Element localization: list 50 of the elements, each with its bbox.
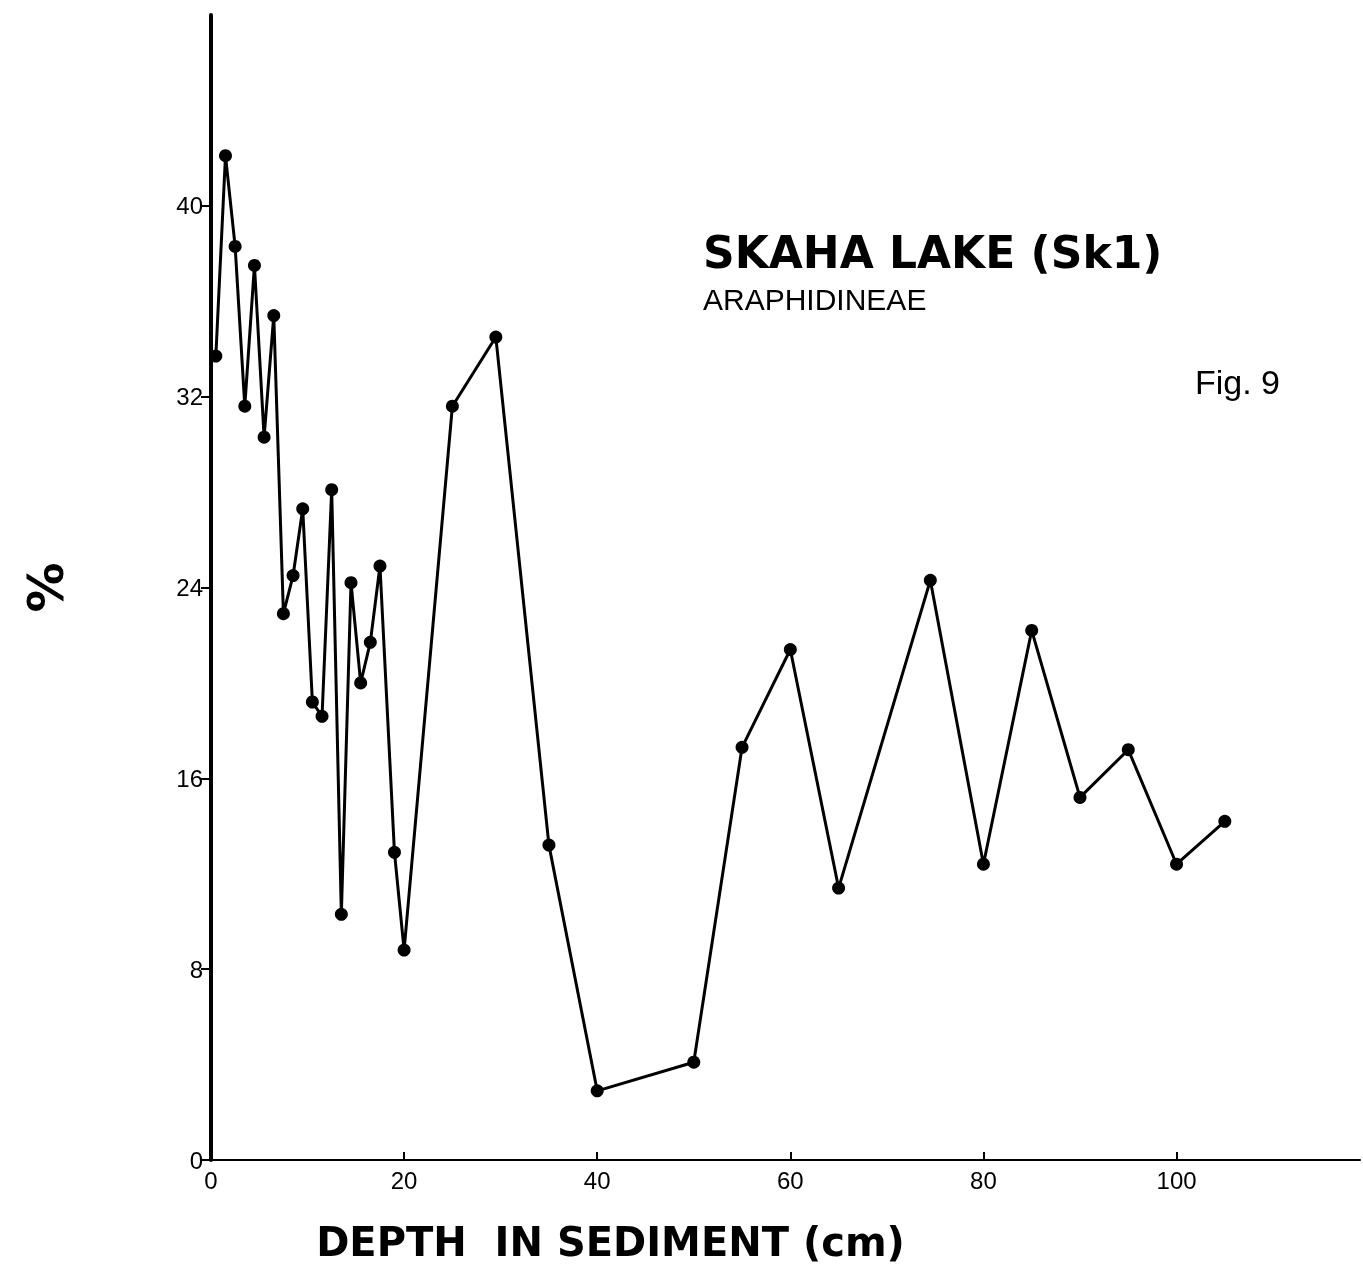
point xyxy=(325,483,339,497)
y-tick-label: 8 xyxy=(189,955,203,983)
point xyxy=(363,635,377,649)
x-tick-label: 20 xyxy=(390,1166,418,1194)
y-tick-label: 0 xyxy=(189,1146,203,1174)
point xyxy=(247,258,261,272)
point xyxy=(257,430,271,444)
annotation: Fig. 9 xyxy=(1195,363,1281,401)
x-tick-label: 40 xyxy=(583,1166,611,1194)
y-tick-label: 24 xyxy=(176,574,203,601)
point xyxy=(286,569,300,583)
y-tick-label: 32 xyxy=(176,383,203,411)
point xyxy=(397,943,411,957)
point xyxy=(445,399,459,413)
point xyxy=(305,695,319,709)
text: ARAPHIDINEAE xyxy=(703,282,927,316)
x-tick-label: 100 xyxy=(1156,1166,1197,1194)
point xyxy=(228,239,242,253)
point xyxy=(238,399,252,413)
point xyxy=(219,149,232,163)
point xyxy=(832,881,846,895)
point xyxy=(315,709,329,723)
x-axis-title: DEPTH IN SEDIMENT (cm) xyxy=(316,1219,905,1265)
point xyxy=(276,607,290,621)
y-tick-label: 16 xyxy=(176,764,203,792)
point xyxy=(923,573,937,587)
y-tick-label: 40 xyxy=(176,192,203,220)
point xyxy=(1170,857,1184,871)
point xyxy=(542,838,556,852)
point xyxy=(783,643,797,657)
point xyxy=(687,1055,701,1069)
point xyxy=(373,559,387,573)
point xyxy=(1073,790,1087,804)
point xyxy=(735,740,749,754)
point xyxy=(296,502,310,516)
x-tick-label: 80 xyxy=(970,1166,997,1194)
point xyxy=(1121,743,1135,757)
point xyxy=(489,330,503,344)
point xyxy=(590,1084,604,1098)
y-axis-title: % xyxy=(17,562,75,613)
point xyxy=(976,857,990,871)
text: SKAHA LAKE (Sk1) xyxy=(703,226,1163,278)
point xyxy=(267,309,281,323)
point xyxy=(387,845,401,859)
x-tick-label: 60 xyxy=(776,1166,804,1194)
point xyxy=(1025,623,1039,637)
point xyxy=(334,907,348,921)
point xyxy=(1218,814,1232,828)
point xyxy=(354,676,368,690)
point xyxy=(344,576,358,590)
